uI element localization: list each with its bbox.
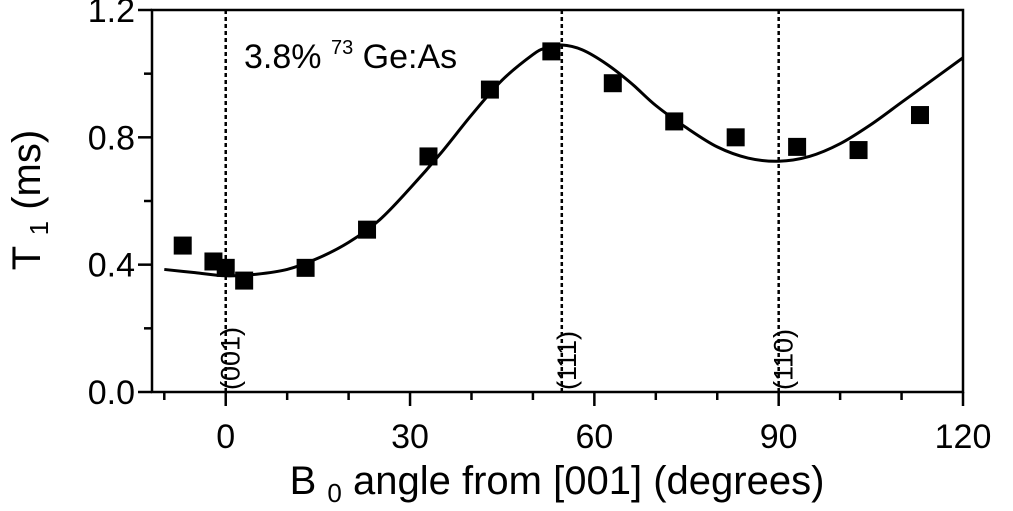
x-tick-label-3: 90	[760, 418, 798, 456]
y-axis-ticks: 0.0 0.4 0.8 1.2	[88, 0, 152, 412]
data-point-6	[419, 147, 438, 166]
reference-line-label-0: (001)	[216, 327, 246, 390]
data-point-14	[910, 106, 929, 125]
y-axis-label-subscript: 1	[24, 221, 54, 235]
data-point-2	[216, 258, 235, 277]
y-axis-label: T 1 (ms)	[5, 130, 57, 270]
y-tick-label-0: 0.0	[88, 374, 135, 412]
annotation-label: 3.8% 73 Ge:As	[244, 24, 457, 76]
data-point-11	[726, 128, 745, 147]
data-point-8	[542, 42, 561, 61]
data-point-0	[173, 236, 192, 255]
x-axis-label-main: B	[290, 459, 317, 503]
data-point-5	[358, 220, 377, 239]
x-axis-label-subscript: 0	[327, 478, 341, 508]
data-point-13	[849, 141, 868, 160]
fit-curve-1	[164, 43, 964, 278]
data-point-3	[235, 271, 254, 290]
annotation-prefix: 3.8%	[244, 38, 322, 76]
reference-line-label-1: (111)	[552, 331, 582, 390]
y-tick-label-3: 1.2	[88, 0, 135, 30]
y-axis-label-rest: (ms)	[5, 130, 49, 210]
data-points-group	[173, 42, 929, 290]
x-axis-ticks: 0 30 60 90 120	[163, 392, 992, 456]
data-point-10	[665, 112, 684, 131]
x-tick-label-1: 30	[391, 418, 429, 456]
annotation-suffix: Ge:As	[363, 38, 457, 76]
reference-lines: (001) (111) (110)	[216, 10, 799, 392]
reference-line-label-2: (110)	[769, 329, 799, 390]
y-axis-label-main: T	[5, 246, 49, 270]
y-tick-label-2: 0.8	[88, 119, 135, 157]
data-point-4	[296, 258, 315, 277]
data-point-7	[480, 80, 499, 99]
x-tick-label-4: 120	[935, 418, 992, 456]
data-point-12	[788, 137, 807, 156]
annotation-superscript: 73	[331, 37, 353, 59]
x-axis-label: B 0 angle from [001] (degrees)	[290, 459, 825, 511]
x-tick-label-2: 60	[575, 418, 613, 456]
x-tick-label-0: 0	[216, 418, 235, 456]
data-point-9	[603, 74, 622, 93]
x-axis-label-rest: angle from [001] (degrees)	[353, 459, 824, 503]
fit-curve-group	[164, 43, 964, 278]
y-tick-label-1: 0.4	[88, 247, 135, 285]
